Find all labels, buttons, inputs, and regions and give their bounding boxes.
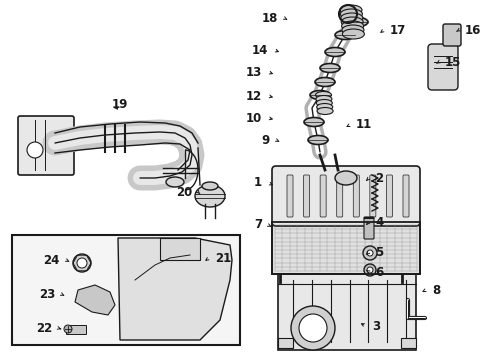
FancyBboxPatch shape	[271, 166, 419, 226]
Text: 10: 10	[245, 112, 262, 125]
Ellipse shape	[342, 29, 364, 39]
Ellipse shape	[341, 21, 363, 31]
Bar	[160, 238, 200, 260]
FancyBboxPatch shape	[427, 44, 457, 90]
Circle shape	[77, 258, 87, 268]
Bar	[271, 222, 419, 274]
Ellipse shape	[316, 108, 332, 114]
Ellipse shape	[165, 177, 183, 187]
Circle shape	[290, 306, 334, 350]
Polygon shape	[118, 238, 231, 340]
Text: 18: 18	[261, 12, 278, 24]
Circle shape	[363, 264, 375, 276]
Ellipse shape	[195, 185, 224, 207]
Text: 17: 17	[389, 23, 406, 36]
Circle shape	[298, 314, 326, 342]
Text: 19: 19	[112, 99, 128, 112]
FancyBboxPatch shape	[320, 175, 325, 217]
FancyBboxPatch shape	[352, 175, 359, 217]
Ellipse shape	[309, 90, 329, 99]
Bar	[400, 338, 415, 348]
Text: 23: 23	[39, 288, 55, 301]
Bar	[66, 325, 86, 334]
Circle shape	[27, 142, 43, 158]
Text: 16: 16	[464, 23, 480, 36]
Ellipse shape	[347, 18, 367, 27]
Text: 21: 21	[215, 252, 231, 265]
FancyBboxPatch shape	[336, 175, 342, 217]
Ellipse shape	[340, 13, 362, 23]
Text: 13: 13	[245, 66, 262, 78]
Text: 3: 3	[371, 320, 379, 333]
Bar	[12, 235, 240, 345]
Ellipse shape	[307, 135, 327, 144]
FancyBboxPatch shape	[369, 175, 375, 217]
Ellipse shape	[202, 182, 218, 190]
Text: 24: 24	[43, 253, 60, 266]
Text: 4: 4	[374, 216, 383, 229]
FancyBboxPatch shape	[286, 175, 292, 217]
Circle shape	[366, 267, 372, 273]
Ellipse shape	[304, 117, 324, 126]
Bar	[271, 222, 419, 274]
Text: 9: 9	[261, 134, 269, 147]
Ellipse shape	[319, 63, 339, 72]
FancyBboxPatch shape	[18, 116, 74, 175]
Circle shape	[64, 325, 72, 333]
Ellipse shape	[339, 5, 361, 15]
Text: 8: 8	[431, 284, 439, 297]
Bar	[278, 338, 292, 348]
Ellipse shape	[314, 77, 334, 86]
FancyBboxPatch shape	[442, 24, 460, 46]
FancyBboxPatch shape	[386, 175, 392, 217]
Circle shape	[73, 254, 91, 272]
Ellipse shape	[340, 9, 362, 19]
Ellipse shape	[341, 25, 363, 35]
FancyBboxPatch shape	[278, 272, 415, 350]
Text: 14: 14	[251, 44, 267, 57]
Text: 6: 6	[374, 266, 383, 279]
Ellipse shape	[325, 48, 345, 57]
Text: 12: 12	[245, 90, 262, 103]
Ellipse shape	[315, 91, 331, 99]
Ellipse shape	[316, 104, 332, 111]
FancyBboxPatch shape	[363, 217, 373, 239]
FancyBboxPatch shape	[303, 175, 309, 217]
Text: 22: 22	[36, 321, 52, 334]
Text: 15: 15	[444, 55, 461, 68]
Ellipse shape	[315, 95, 331, 103]
Text: 20: 20	[175, 185, 192, 198]
Text: 2: 2	[374, 171, 382, 184]
Ellipse shape	[334, 31, 354, 40]
Polygon shape	[75, 285, 115, 315]
Text: 5: 5	[374, 246, 383, 258]
Ellipse shape	[341, 17, 363, 27]
Circle shape	[366, 250, 372, 256]
FancyBboxPatch shape	[402, 175, 408, 217]
Text: 1: 1	[253, 176, 262, 189]
Text: 7: 7	[253, 219, 262, 231]
Ellipse shape	[316, 99, 332, 107]
Circle shape	[362, 246, 376, 260]
Ellipse shape	[334, 171, 356, 185]
Text: 11: 11	[355, 118, 371, 131]
